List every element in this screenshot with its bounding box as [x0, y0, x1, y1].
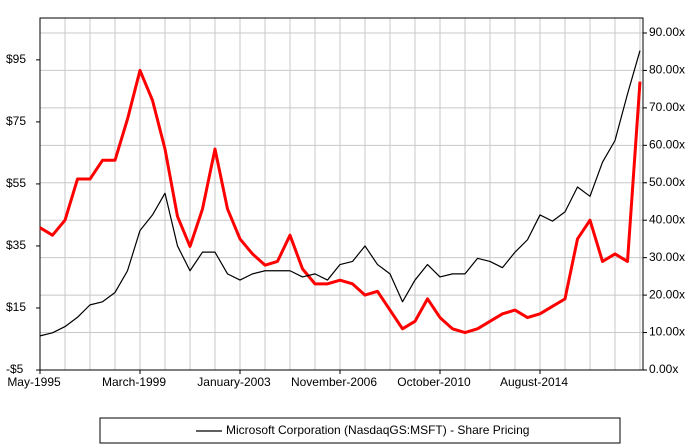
x-tick-label: March-1999: [102, 375, 166, 389]
legend-label: Microsoft Corporation (NasdaqGS:MSFT) - …: [226, 423, 529, 437]
series-line: [39, 68, 642, 335]
y-tick-label: $15: [6, 300, 26, 314]
y2-tick-label: 10.00x: [649, 325, 685, 339]
x-tick-label: January-2003: [197, 375, 271, 389]
y-tick-label: $35: [6, 238, 26, 252]
y2-tick-label: 40.00x: [649, 212, 685, 226]
y-tick-label: $55: [6, 176, 26, 190]
y2-tick-label: 80.00x: [649, 63, 685, 77]
y2-tick-label: 20.00x: [649, 287, 685, 301]
y2-tick-label: 70.00x: [649, 100, 685, 114]
y2-tick-label: 60.00x: [649, 137, 685, 151]
x-tick-label: October-2010: [397, 375, 471, 389]
series-line: [39, 50, 641, 337]
y-tick-label: -$5: [6, 362, 24, 376]
x-tick-label: November-2006: [291, 375, 377, 389]
y2-tick-label: 90.00x: [649, 25, 685, 39]
x-tick-label: August-2014: [500, 375, 568, 389]
x-tick-label: May-1995: [7, 375, 61, 389]
y2-tick-label: 0.00x: [649, 362, 678, 376]
y-tick-label: $95: [6, 52, 26, 66]
y-tick-label: $75: [6, 114, 26, 128]
legend-box: [99, 417, 621, 444]
plot-frame: [39, 17, 644, 371]
y2-tick-label: 50.00x: [649, 175, 685, 189]
y2-tick-label: 30.00x: [649, 250, 685, 264]
